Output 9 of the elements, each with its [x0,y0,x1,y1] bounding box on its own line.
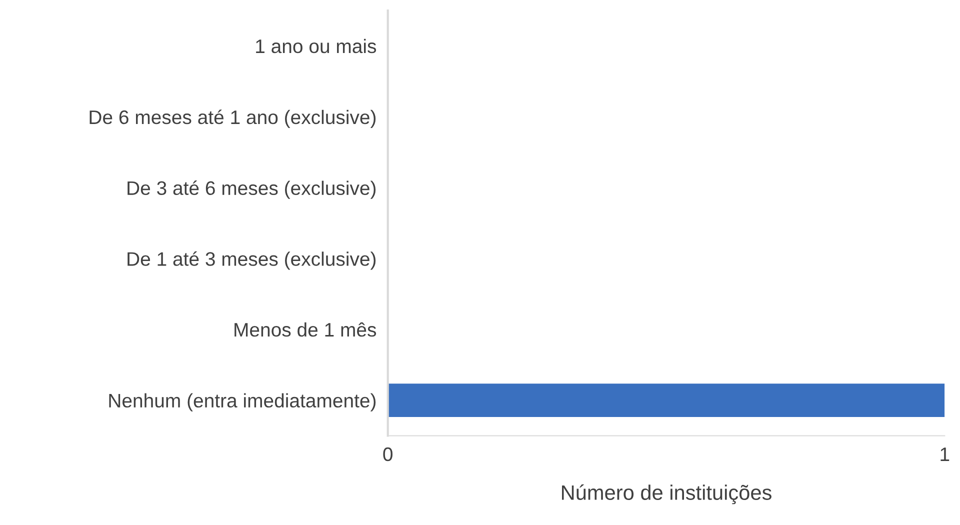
y-tick-label: 1 ano ou mais [256,38,376,54]
y-tick-label: De 3 até 6 meses (exclusive) [128,180,376,199]
y-tick-label: Menos de 1 mês [234,322,376,337]
y-tick-label: De 6 meses até 1 ano (exclusive) [90,110,376,128]
y-tick-label: Nenhum (entra imediatamente) [109,393,376,412]
y-tick-label: De 1 até 3 meses (exclusive) [128,251,376,270]
x-axis-title: Número de instituições [562,484,772,504]
x-tick-label: 1 [940,448,950,461]
x-tick-label: 0 [383,447,392,462]
